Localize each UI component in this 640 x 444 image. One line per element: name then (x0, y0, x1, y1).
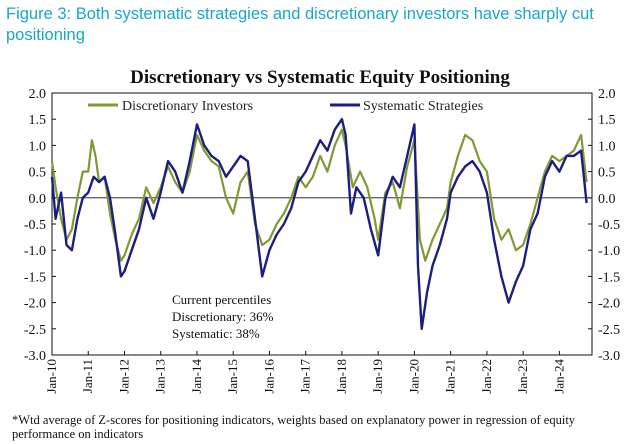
series-line-systematic (50, 117, 588, 330)
x-tick-label: Jan-15 (225, 359, 240, 394)
annotation-systematic: Systematic: 38% (172, 326, 260, 341)
x-tick-label: Jan-11 (80, 359, 95, 393)
x-tick-label: Jan-22 (479, 359, 494, 394)
y-tick-label-left: -2.5 (24, 323, 46, 338)
y-tick-label-right: -1.5 (598, 270, 620, 285)
y-tick-label-left: 0.0 (29, 192, 47, 207)
y-tick-label-left: 1.0 (29, 139, 47, 154)
annotation-discretionary: Discretionary: 36% (172, 309, 274, 324)
x-tick-label: Jan-19 (370, 359, 385, 394)
chart-title: Discretionary vs Systematic Equity Posit… (130, 67, 510, 88)
y-tick-label-left: -3.0 (24, 349, 46, 364)
y-tick-label-left: -0.5 (24, 218, 46, 233)
y-tick-label-right: 1.0 (598, 139, 616, 154)
x-tick-label: Jan-18 (334, 359, 349, 394)
y-tick-label-left: 1.5 (29, 113, 47, 128)
x-tick-label: Jan-13 (153, 359, 168, 394)
y-tick-label-right: 2.0 (598, 87, 616, 102)
legend-label-discretionary: Discretionary Investors (122, 99, 253, 114)
x-tick-label: Jan-16 (261, 359, 276, 394)
y-tick-label-right: 1.5 (598, 113, 616, 128)
y-tick-label-right: -2.5 (598, 323, 620, 338)
y-tick-label-right: -0.5 (598, 218, 620, 233)
x-tick-label: Jan-10 (44, 359, 59, 394)
y-tick-label-right: -1.0 (598, 244, 620, 259)
y-tick-label-left: -2.0 (24, 297, 46, 312)
y-tick-label-right: -2.0 (598, 297, 620, 312)
y-tick-label-left: -1.5 (24, 270, 46, 285)
series-line-discretionary (50, 128, 588, 262)
percentile-annotation: Current percentiles Discretionary: 36% S… (172, 292, 274, 341)
figure-caption: Figure 3: Both systematic strategies and… (6, 5, 594, 44)
footnote: *Wtd average of Z-scores for positioning… (12, 413, 576, 441)
annotation-heading: Current percentiles (172, 292, 271, 307)
y-tick-label-left: 2.0 (29, 87, 47, 102)
legend-label-systematic: Systematic Strategies (363, 99, 483, 114)
y-tick-label-left: -1.0 (24, 244, 46, 259)
x-tick-label: Jan-12 (116, 359, 131, 394)
x-tick-label: Jan-17 (298, 359, 313, 394)
x-tick-label: Jan-21 (443, 359, 458, 394)
y-tick-label-right: -3.0 (598, 349, 620, 364)
legend: Discretionary Investors Systematic Strat… (88, 99, 483, 114)
x-tick-label: Jan-20 (406, 359, 421, 394)
x-tick-label: Jan-14 (189, 359, 204, 394)
y-tick-label-left: 0.5 (29, 166, 47, 181)
x-tick-label: Jan-23 (515, 359, 530, 394)
y-tick-label-right: 0.5 (598, 166, 616, 181)
plot-frame (51, 92, 593, 356)
y-tick-label-right: 0.0 (598, 192, 616, 207)
x-tick-label: Jan-24 (551, 359, 566, 394)
